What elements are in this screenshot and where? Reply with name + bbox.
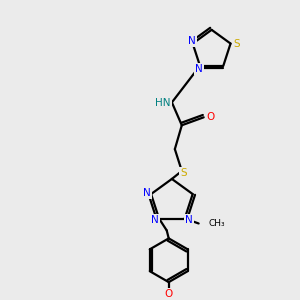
- Text: O: O: [165, 289, 173, 299]
- Text: N: N: [195, 64, 203, 74]
- Text: S: S: [181, 168, 187, 178]
- Text: HN: HN: [155, 98, 171, 108]
- Text: N: N: [151, 215, 159, 226]
- Text: CH₃: CH₃: [208, 219, 225, 228]
- Text: N: N: [185, 215, 193, 226]
- Text: S: S: [233, 39, 240, 49]
- Text: O: O: [206, 112, 215, 122]
- Text: N: N: [143, 188, 151, 198]
- Text: N: N: [188, 36, 196, 46]
